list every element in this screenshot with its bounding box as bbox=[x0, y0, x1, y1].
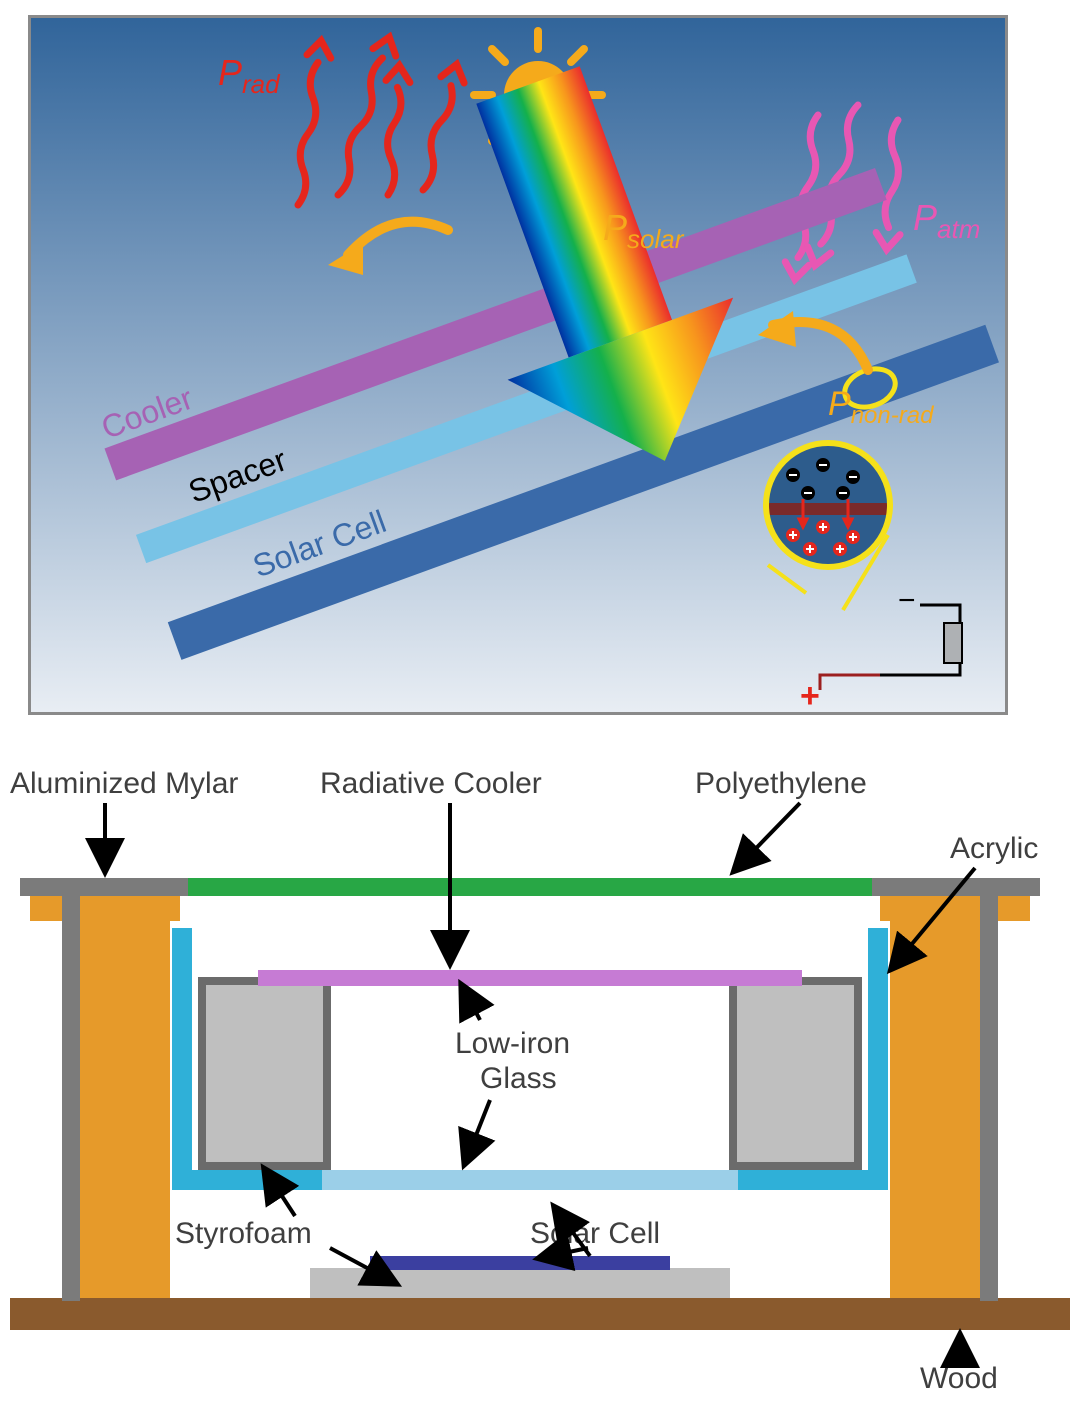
wood-base bbox=[10, 1298, 1070, 1330]
svg-text:+: + bbox=[800, 677, 820, 715]
svg-text:Glass: Glass bbox=[480, 1062, 557, 1095]
mylar-label: Aluminized Mylar bbox=[10, 767, 238, 800]
acrylic-label: Acrylic bbox=[950, 832, 1038, 865]
solar-cell-bar bbox=[370, 1256, 670, 1270]
polyethylene bbox=[188, 878, 872, 896]
cell-label: Solar Cell bbox=[530, 1217, 660, 1250]
figure-root: Prad Patm Cooler Spacer Solar Cell bbox=[0, 0, 1080, 1425]
wood-label: Wood bbox=[920, 1362, 998, 1395]
top-panel: Prad Patm Cooler Spacer Solar Cell bbox=[28, 15, 1008, 715]
low-iron-glass bbox=[322, 1170, 738, 1190]
radiative-cooler bbox=[258, 970, 802, 986]
cross-section: Aluminized Mylar Radiative Cooler Polyet… bbox=[0, 738, 1080, 1398]
pe-label: Polyethylene bbox=[695, 767, 867, 800]
svg-text:−: − bbox=[898, 584, 916, 617]
styro-label: Styrofoam bbox=[175, 1217, 312, 1250]
cooler-label: Radiative Cooler bbox=[320, 767, 542, 800]
glass-label: Low-iron bbox=[455, 1027, 570, 1060]
